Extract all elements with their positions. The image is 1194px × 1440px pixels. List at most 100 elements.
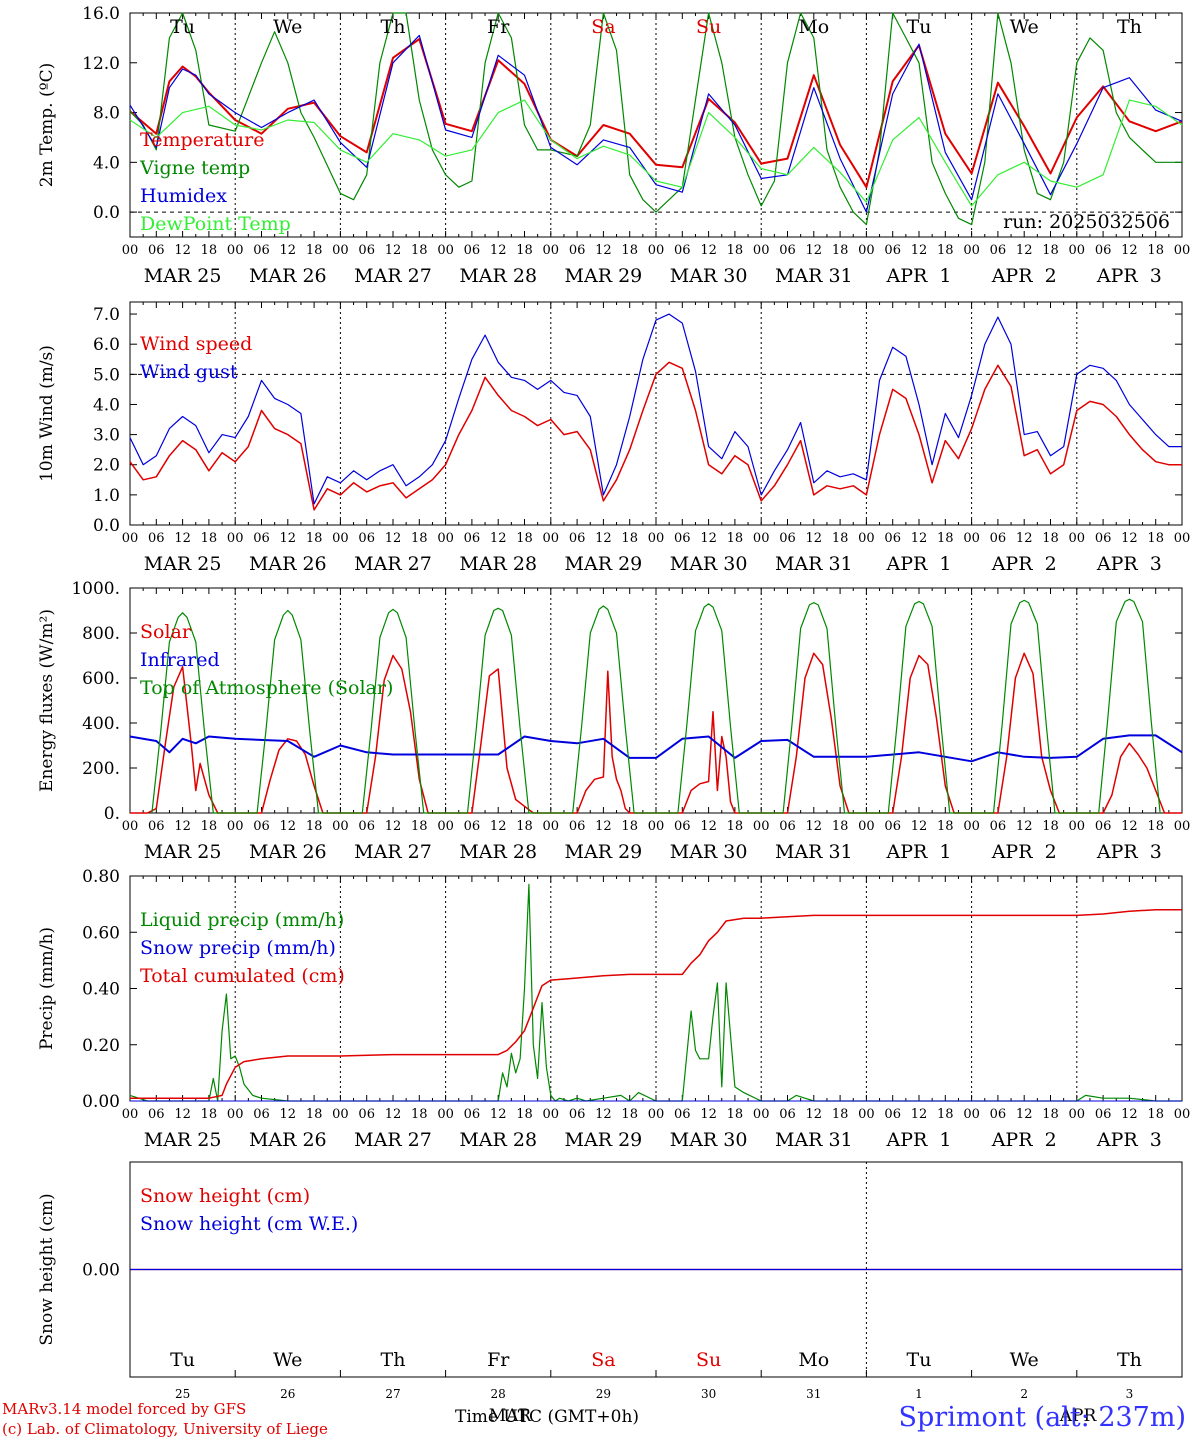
x-hour-tick-label: 12 [700, 1107, 717, 1122]
x-hour-tick-label: 00 [648, 243, 665, 258]
x-hour-tick-label: 06 [148, 1107, 165, 1122]
y-tick-label: 4.0 [93, 395, 120, 415]
legend-entry: Total cumulated (cm) [140, 965, 345, 987]
y-axis-label: Energy fluxes (W/m²) [37, 609, 57, 792]
y-tick-label: 0.40 [82, 980, 120, 1000]
y-tick-label: 8.0 [93, 104, 120, 124]
x-hour-tick-label: 06 [464, 819, 481, 834]
weekday-label-bottom: Fr [487, 1349, 510, 1371]
y-tick-label: 3.0 [93, 426, 120, 446]
legend-entry: DewPoint Temp [140, 213, 291, 235]
x-day-label: MAR 27 [354, 841, 432, 863]
x-day-label: APR 3 [1096, 265, 1162, 287]
weekday-label-bottom: We [1010, 1349, 1039, 1371]
x-hour-tick-label: 18 [832, 819, 849, 834]
x-hour-tick-label: 00 [1174, 243, 1191, 258]
x-day-label: MAR 29 [565, 1129, 643, 1151]
x-hour-tick-label: 06 [464, 1107, 481, 1122]
x-hour-tick-label: 06 [990, 819, 1007, 834]
weekday-label: Tu [170, 16, 195, 38]
x-hour-tick-label: 18 [306, 819, 323, 834]
x-day-label: APR 2 [991, 841, 1057, 863]
x-hour-tick-label: 00 [122, 243, 139, 258]
x-hour-tick-label: 00 [227, 819, 244, 834]
x-day-label: MAR 26 [249, 553, 327, 575]
x-hour-tick-label: 12 [911, 1107, 928, 1122]
legend-entry: Snow height (cm) [140, 1185, 310, 1207]
y-tick-label: 16.0 [82, 4, 120, 24]
x-hour-tick-label: 18 [727, 243, 744, 258]
y-tick-label: 0.00 [82, 1092, 120, 1112]
x-hour-tick-label: 00 [858, 243, 875, 258]
x-hour-tick-label: 06 [779, 243, 796, 258]
x-day-label: MAR 27 [354, 265, 432, 287]
series-line [129, 883, 1182, 1102]
day-number-label: 27 [385, 1387, 400, 1401]
x-hour-tick-label: 06 [569, 531, 586, 546]
x-hour-tick-label: 18 [1147, 819, 1164, 834]
series-line [129, 34, 1183, 213]
x-hour-tick-label: 06 [884, 243, 901, 258]
x-hour-tick-label: 12 [700, 819, 717, 834]
x-hour-tick-label: 18 [1042, 531, 1059, 546]
x-hour-tick-label: 00 [1069, 819, 1086, 834]
x-hour-tick-label: 00 [753, 243, 770, 258]
day-number-label: 31 [806, 1387, 821, 1401]
x-hour-tick-label: 00 [753, 819, 770, 834]
x-hour-tick-label: 06 [569, 819, 586, 834]
x-day-label: MAR 28 [459, 841, 537, 863]
x-hour-tick-label: 18 [1147, 531, 1164, 546]
y-tick-label: 0.0 [93, 203, 120, 223]
y-tick-label: 2.0 [93, 456, 120, 476]
day-number-label: 3 [1126, 1387, 1134, 1401]
x-hour-tick-label: 06 [884, 1107, 901, 1122]
x-hour-tick-label: 06 [148, 531, 165, 546]
x-hour-tick-label: 12 [806, 531, 823, 546]
y-tick-label: 7.0 [93, 305, 120, 325]
model-credit: MARv3.14 model forced by GFS [2, 1400, 247, 1418]
x-hour-tick-label: 00 [543, 819, 560, 834]
x-hour-tick-label: 06 [253, 819, 270, 834]
x-day-label: MAR 29 [565, 841, 643, 863]
x-hour-tick-label: 00 [963, 243, 980, 258]
x-day-label: APR 2 [991, 553, 1057, 575]
legend-entry: Infrared [140, 649, 220, 671]
day-number-label: 29 [596, 1387, 611, 1401]
y-tick-label: 0.00 [82, 1261, 120, 1281]
weekday-label-bottom: We [273, 1349, 302, 1371]
x-hour-tick-label: 12 [911, 531, 928, 546]
x-hour-tick-label: 00 [332, 531, 349, 546]
x-hour-tick-label: 00 [437, 1107, 454, 1122]
x-hour-tick-label: 12 [1016, 243, 1033, 258]
x-hour-tick-label: 06 [358, 243, 375, 258]
x-hour-tick-label: 00 [1069, 1107, 1086, 1122]
legend-entry: Solar [140, 621, 192, 643]
x-hour-tick-label: 00 [332, 1107, 349, 1122]
x-day-label: APR 3 [1096, 1129, 1162, 1151]
y-tick-label: 4.0 [93, 153, 120, 173]
x-hour-tick-label: 06 [990, 531, 1007, 546]
series-line [129, 38, 1183, 189]
x-hour-tick-label: 18 [937, 531, 954, 546]
x-hour-tick-label: 06 [1095, 819, 1112, 834]
x-hour-tick-label: 18 [411, 531, 428, 546]
weekday-label-bottom: Th [1117, 1349, 1142, 1371]
x-hour-tick-label: 12 [490, 1107, 507, 1122]
x-day-label: APR 1 [886, 1129, 952, 1151]
x-hour-tick-label: 12 [280, 243, 297, 258]
x-hour-tick-label: 18 [727, 819, 744, 834]
x-hour-tick-label: 12 [280, 819, 297, 834]
x-hour-tick-label: 06 [884, 531, 901, 546]
x-hour-tick-label: 12 [174, 1107, 191, 1122]
x-hour-tick-label: 00 [122, 531, 139, 546]
weekday-label-bottom: Mo [798, 1349, 829, 1371]
x-hour-tick-label: 06 [674, 1107, 691, 1122]
x-hour-tick-label: 06 [1095, 531, 1112, 546]
x-day-label: APR 2 [991, 265, 1057, 287]
x-hour-tick-label: 12 [595, 243, 612, 258]
x-hour-tick-label: 00 [648, 531, 665, 546]
series-line [129, 313, 1182, 505]
x-day-label: APR 3 [1096, 553, 1162, 575]
x-day-label: MAR 30 [670, 265, 748, 287]
x-hour-tick-label: 00 [1174, 1107, 1191, 1122]
